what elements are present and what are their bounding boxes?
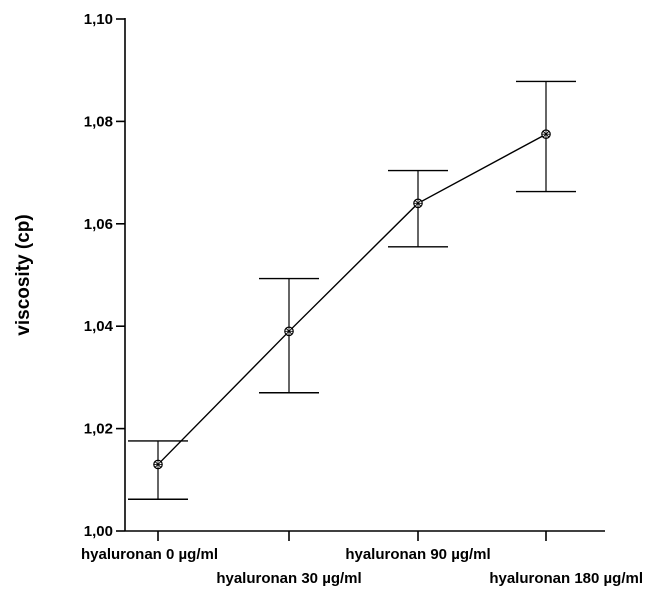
data-point bbox=[153, 459, 163, 470]
y-tick-label: 1,04 bbox=[84, 318, 114, 335]
x-ticks: hyaluronan 0 µg/ml hyaluronan 30 µg/ml hya… bbox=[81, 531, 643, 587]
data-point bbox=[413, 198, 423, 209]
data-point bbox=[541, 129, 551, 139]
x-category-label: hyaluronan 90 µg/ml bbox=[345, 546, 490, 563]
error-bar bbox=[388, 169, 448, 248]
error-bar bbox=[128, 440, 188, 500]
series-lines bbox=[157, 133, 547, 465]
axes bbox=[124, 18, 605, 532]
y-ticks: 1,00 1,02 1,04 1,06 1,08 1,10 bbox=[84, 11, 125, 540]
x-category-label: hyaluronan 180 µg/ml bbox=[489, 570, 643, 587]
y-tick-label: 1,02 bbox=[84, 421, 113, 438]
y-tick-label: 1,00 bbox=[84, 523, 113, 540]
y-tick-label: 1,10 bbox=[84, 11, 113, 28]
error-bars bbox=[128, 80, 576, 500]
x-category-label: hyaluronan 30 µg/ml bbox=[216, 570, 361, 587]
data-markers bbox=[153, 129, 551, 470]
y-tick-label: 1,08 bbox=[84, 113, 113, 130]
data-point bbox=[284, 326, 294, 337]
y-tick-label: 1,06 bbox=[84, 216, 113, 233]
y-axis-title: viscosity (cp) bbox=[13, 214, 34, 335]
series-line bbox=[157, 133, 547, 465]
x-category-label: hyaluronan 0 µg/ml bbox=[81, 546, 218, 563]
